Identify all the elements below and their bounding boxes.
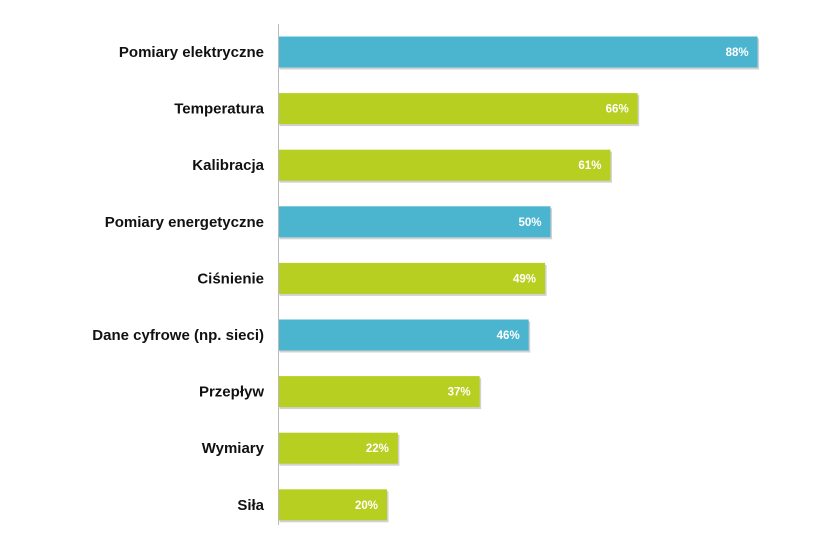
category-label: Wymiary [202, 440, 265, 457]
bar-value-label: 66% [606, 104, 629, 116]
bar-value-label: 50% [518, 217, 541, 229]
category-label: Ciśnienie [197, 270, 264, 287]
bar [278, 319, 529, 351]
bar [278, 93, 638, 125]
bar-value-label: 61% [578, 160, 601, 172]
category-label: Siła [237, 497, 264, 514]
category-label: Temperatura [174, 101, 264, 118]
bar [278, 149, 611, 181]
bar [278, 36, 758, 68]
bar [278, 206, 551, 238]
bar [278, 432, 398, 464]
category-label: Dane cyfrowe (np. sieci) [92, 327, 264, 344]
bar-value-label: 20% [355, 500, 378, 512]
bar-value-label: 22% [366, 443, 389, 455]
bar-value-label: 46% [497, 330, 520, 342]
category-label: Kalibracja [192, 157, 264, 174]
category-label: Przepływ [199, 384, 264, 401]
bars-layer: 88% 66% 61% 50% 49% 46% 37% 22% 20% [278, 36, 760, 523]
bar [278, 376, 480, 408]
category-labels: Pomiary elektryczne Temperatura Kalibracja… [92, 44, 264, 514]
category-label: Pomiary energetyczne [105, 214, 264, 231]
bar-value-label: 49% [513, 273, 536, 285]
bar [278, 489, 387, 521]
bar-value-label: 37% [448, 387, 471, 399]
category-label: Pomiary elektryczne [119, 44, 264, 61]
bar [278, 262, 546, 294]
bar-value-label: 88% [726, 47, 749, 59]
